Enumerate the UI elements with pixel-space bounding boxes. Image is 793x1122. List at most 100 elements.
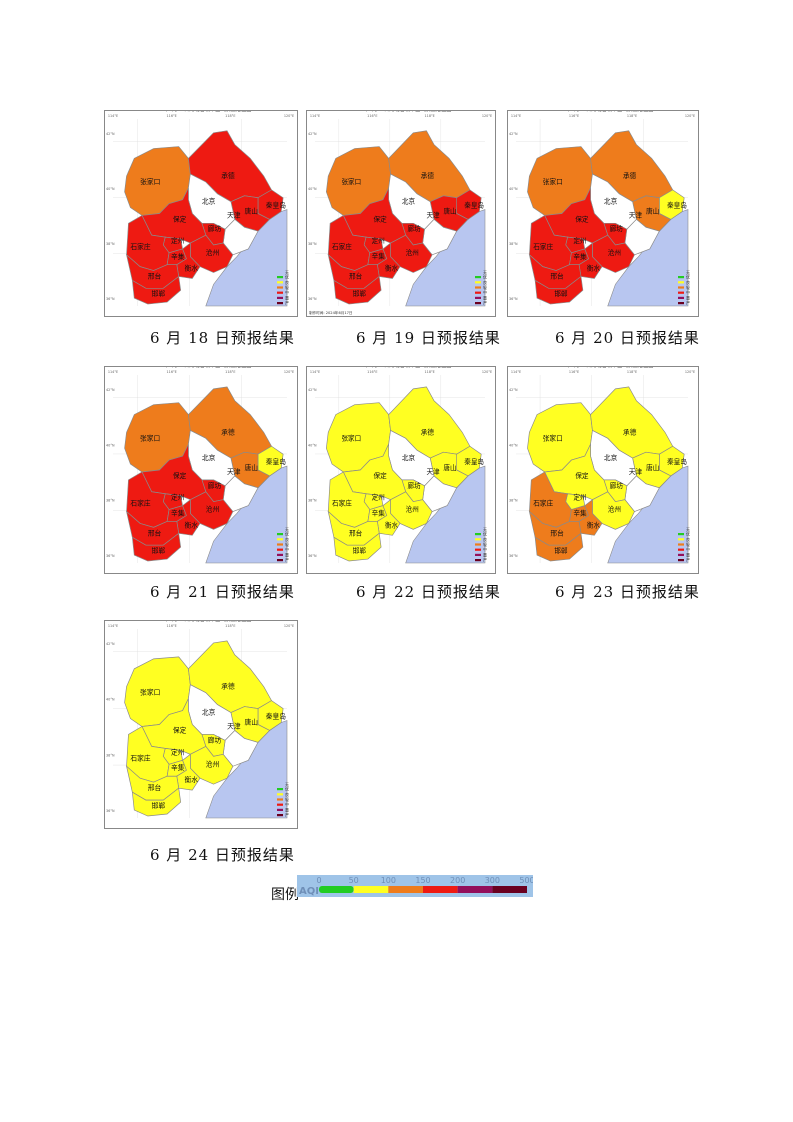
lat-tick-label: 38°N: [308, 499, 317, 503]
colorbar-tick-label: 100: [381, 876, 396, 885]
city-label-hengshui: 衡水: [185, 520, 199, 529]
city-label-zhangjiakou: 张家口: [140, 688, 160, 697]
lon-tick-label: 114°E: [310, 114, 320, 118]
caption-0619: 6 月 19 日预报结果: [356, 329, 501, 347]
map-legend-label: 中: [483, 546, 487, 552]
city-label-baoding: 保定: [173, 471, 187, 480]
region-handan: [131, 275, 182, 305]
city-label-qinhuangdao: 秦皇岛: [464, 457, 484, 466]
map-legend-swatch: [678, 302, 684, 305]
lon-tick-label: 118°E: [225, 114, 235, 118]
lon-tick-label: 114°E: [108, 624, 118, 628]
map-title: 2024年6月18日河北省城市空气质量落区图: [151, 111, 252, 113]
city-label-handan: 邯郸: [152, 546, 166, 555]
map-legend-swatch: [678, 533, 684, 536]
lon-tick-label: 120°E: [284, 370, 294, 374]
city-label-tangshan: 唐山: [646, 463, 660, 472]
lat-tick-label: 42°N: [509, 132, 518, 136]
lat-tick-label: 36°N: [106, 809, 115, 813]
lat-tick-label: 36°N: [106, 554, 115, 558]
city-label-cangzhou: 沧州: [608, 248, 622, 257]
lat-tick-label: 42°N: [509, 388, 518, 392]
map-legend-label: 轻: [285, 541, 289, 547]
lon-tick-label: 120°E: [284, 624, 294, 628]
lon-tick-label: 118°E: [425, 114, 435, 118]
map-legend-swatch: [277, 291, 283, 294]
map-legend-swatch: [475, 553, 481, 556]
city-label-qinhuangdao: 秦皇岛: [266, 457, 286, 466]
map-legend-swatch: [277, 559, 283, 562]
lat-tick-label: 42°N: [106, 388, 115, 392]
lat-tick-label: 40°N: [308, 443, 317, 447]
city-label-xingtai: 邢台: [148, 783, 162, 792]
colorbar-tick-label: 200: [450, 876, 465, 885]
city-label-zhangjiakou: 张家口: [543, 177, 563, 186]
city-label-tianjin: 天津: [227, 722, 241, 730]
lon-tick-label: 116°E: [569, 370, 579, 374]
city-label-chengde: 承德: [421, 427, 434, 436]
map-legend-label: 严: [483, 301, 487, 306]
lat-tick-label: 42°N: [308, 388, 317, 392]
map-legend-swatch: [277, 788, 283, 791]
city-label-langfang: 廊坊: [610, 224, 624, 233]
map-legend-label: 重: [285, 294, 289, 300]
lon-tick-label: 114°E: [511, 370, 521, 374]
map-legend-swatch: [277, 803, 283, 806]
city-label-handan: 邯郸: [353, 289, 366, 298]
city-label-chengde: 承德: [421, 171, 434, 180]
city-label-tangshan: 唐山: [244, 717, 258, 726]
city-label-xingtai: 邢台: [550, 271, 564, 280]
map-legend-swatch: [678, 291, 684, 294]
map-legend-label: 优: [686, 531, 690, 537]
city-label-qinhuangdao: 秦皇岛: [667, 457, 687, 466]
map-legend-label: 严: [686, 301, 690, 306]
lon-tick-label: 120°E: [284, 114, 294, 118]
map-legend-swatch: [277, 538, 283, 541]
map-legend-label: 中: [686, 289, 690, 295]
city-label-hengshui: 衡水: [385, 520, 398, 529]
city-label-hengshui: 衡水: [587, 263, 601, 272]
map-legend-swatch: [475, 302, 481, 305]
city-label-beijing: 北京: [202, 197, 216, 206]
map-legend-label: 优: [285, 531, 289, 537]
map-legend-label: 优: [483, 274, 487, 280]
city-label-xinji: 辛集: [171, 508, 185, 517]
region-hengshui: [176, 753, 201, 791]
city-label-zhangjiakou: 张家口: [341, 433, 361, 442]
map-legend-swatch: [678, 548, 684, 551]
lon-tick-label: 116°E: [367, 370, 377, 374]
city-label-beijing: 北京: [202, 707, 216, 716]
map-legend-label: 中: [285, 546, 289, 552]
lat-tick-label: 40°N: [509, 443, 518, 447]
map-legend-label: 严: [285, 301, 289, 306]
city-label-xinji: 辛集: [573, 508, 587, 517]
map-legend-swatch: [277, 543, 283, 546]
city-label-xinji: 辛集: [372, 508, 385, 517]
lon-tick-label: 120°E: [685, 370, 695, 374]
city-label-hengshui: 衡水: [185, 775, 199, 784]
lat-tick-label: 36°N: [308, 297, 317, 301]
map-legend-swatch: [277, 533, 283, 536]
region-handan: [333, 275, 382, 305]
map-legend-label: 重: [483, 551, 487, 557]
city-label-shijiazhuang: 石家庄: [332, 242, 352, 251]
map-legend-swatch: [277, 302, 283, 305]
map-legend-title: 无: [285, 270, 289, 275]
map-legend-label: 轻: [686, 284, 690, 290]
city-label-tianjin: 天津: [227, 211, 241, 219]
city-label-baoding: 保定: [173, 214, 187, 223]
city-label-tianjin: 天津: [426, 468, 439, 476]
legend-label: 图例: [271, 887, 299, 903]
lat-tick-label: 36°N: [106, 297, 115, 301]
city-label-dingzhou: 定州: [573, 493, 587, 502]
city-label-shijiazhuang: 石家庄: [130, 242, 150, 251]
lon-tick-label: 116°E: [367, 114, 377, 118]
map-legend-swatch: [475, 548, 481, 551]
city-label-xingtai: 邢台: [550, 528, 564, 537]
city-label-beijing: 北京: [402, 196, 415, 205]
lon-tick-label: 114°E: [108, 370, 118, 374]
